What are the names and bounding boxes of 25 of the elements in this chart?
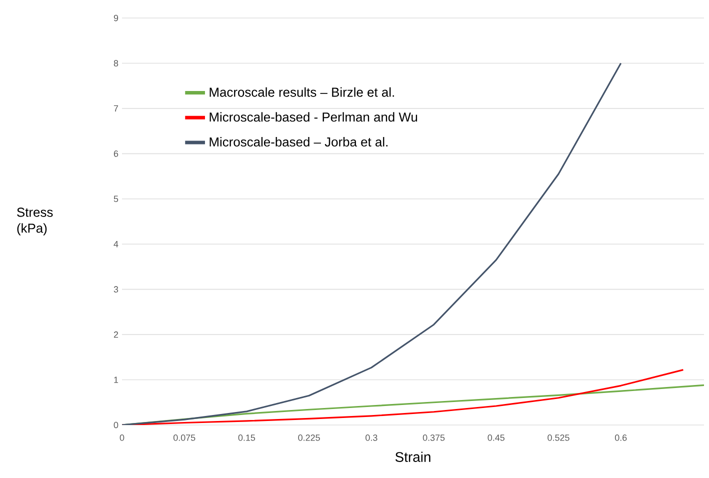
y-tick-label: 6 <box>114 150 118 157</box>
legend-label: Macroscale results – Birzle et al. <box>210 87 394 97</box>
y-tick-label: 5 <box>114 196 118 202</box>
x-tick-label: 0.525 <box>548 434 570 441</box>
y-tick-label: 8 <box>114 60 118 66</box>
y-tick-label: 4 <box>114 241 118 248</box>
x-tick-label: 0.6 <box>614 434 627 441</box>
y-tick-label: 9 <box>114 14 118 22</box>
legend-label: Microscale-based - Perlman and Wu <box>210 112 418 122</box>
y-tick-label: 2 <box>114 331 118 338</box>
x-tick-label: 0.45 <box>488 434 504 441</box>
x-tick-label: 0.225 <box>298 434 320 441</box>
x-axis-title: Strain <box>395 452 430 462</box>
y-axis-title: Stress (kPa) <box>17 208 53 236</box>
x-tick-label: 0.3 <box>366 434 378 441</box>
x-tick-label: 0 <box>120 434 124 441</box>
x-tick-label: 0.15 <box>238 434 256 441</box>
x-tick-label: 0.375 <box>422 434 445 441</box>
legend-label: Microscale-based – Jorba et al. <box>210 137 388 147</box>
x-tick-label: 0.075 <box>173 434 196 441</box>
y-tick-label: 0 <box>114 422 118 428</box>
y-tick-label: 3 <box>114 286 118 293</box>
line-series <box>122 62 622 425</box>
y-tick-label: 1 <box>114 376 118 383</box>
y-tick-label: 7 <box>114 105 118 112</box>
